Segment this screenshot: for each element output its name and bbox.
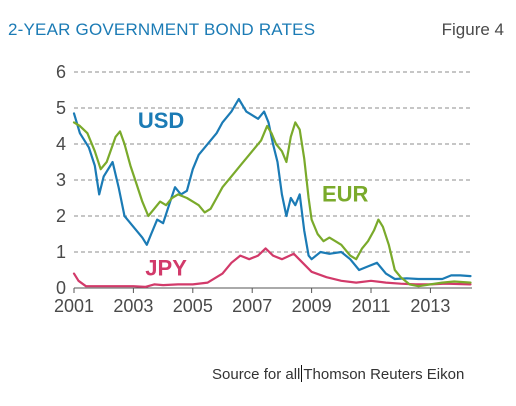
- y-axis-ticks: 0 1 2 3 4 5 6: [56, 62, 66, 298]
- y-tick-label: 6: [56, 62, 66, 82]
- series-label-usd: USD: [138, 108, 184, 133]
- chart-title: 2-YEAR GOVERNMENT BOND RATES: [8, 20, 316, 39]
- x-tick-label: 2003: [113, 296, 153, 316]
- series-labels: USD EUR JPY: [138, 108, 369, 281]
- y-tick-label: 1: [56, 242, 66, 262]
- x-tick-label: 2009: [292, 296, 332, 316]
- x-tick-label: 2005: [173, 296, 213, 316]
- y-tick-label: 2: [56, 206, 66, 226]
- x-tick-label: 2001: [54, 296, 94, 316]
- y-tick-label: 4: [56, 134, 66, 154]
- x-tick-label: 2013: [410, 296, 450, 316]
- series-lines: [72, 97, 472, 288]
- source-suffix: Thomson Reuters Eikon: [303, 366, 465, 383]
- series-label-jpy: JPY: [145, 255, 187, 280]
- x-tick-label: 2007: [232, 296, 272, 316]
- y-tick-label: 0: [56, 278, 66, 298]
- series-line-eur: [72, 121, 472, 288]
- x-tick-label: 2011: [352, 296, 391, 316]
- source-note: Source for all Thomson Reuters Eikon: [212, 365, 464, 383]
- y-tick-label: 5: [56, 98, 66, 118]
- series-line-jpy: [72, 247, 472, 288]
- figure-label: Figure 4: [441, 20, 504, 39]
- y-tick-label: 3: [56, 170, 66, 190]
- grid-lines: [74, 71, 472, 289]
- series-label-eur: EUR: [322, 182, 369, 207]
- text-cursor: [301, 365, 303, 382]
- source-prefix: Source for all: [212, 366, 301, 383]
- x-axis-ticks: 2001 2003 2005 2007 2009 2011 2013: [54, 288, 450, 316]
- series-line-usd: [72, 97, 472, 281]
